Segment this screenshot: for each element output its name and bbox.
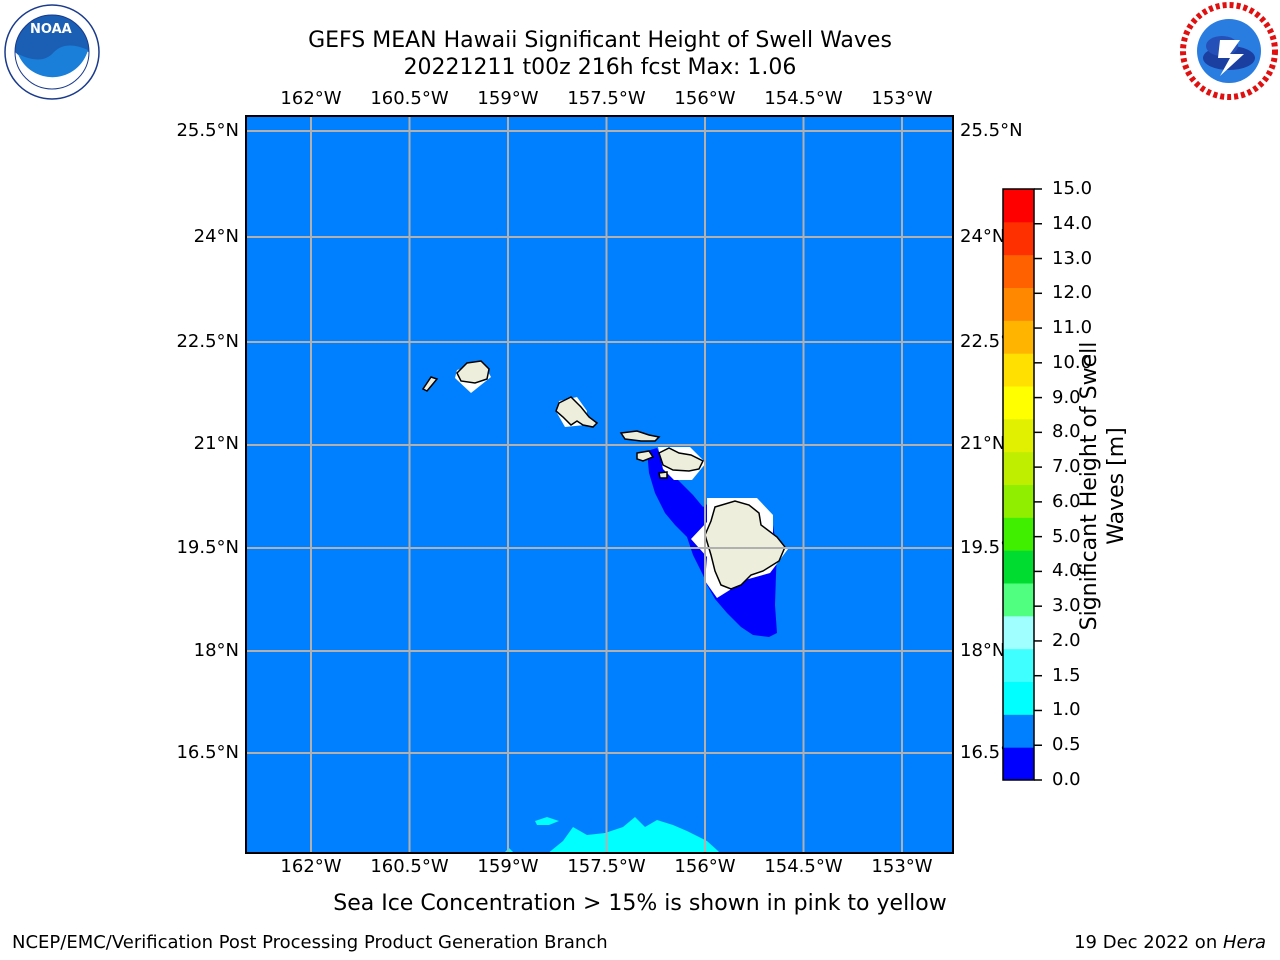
colorbar-title-line: Waves [m] <box>1104 427 1129 545</box>
lon-tick-top: 156°W <box>674 88 736 109</box>
lat-tick-left: 24°N <box>193 226 239 247</box>
colorbar-segment <box>1003 550 1034 584</box>
island <box>619 430 661 442</box>
colorbar-tick-label: 6.0 <box>1052 490 1081 512</box>
map-subtitle: 20221211 t00z 216h fcst Max: 1.06 <box>403 55 797 80</box>
island <box>555 396 599 428</box>
lon-tick-top: 154.5°W <box>764 88 843 109</box>
colorbar-tick-label: 14.0 <box>1052 212 1093 234</box>
ocean-field <box>245 115 954 854</box>
footer-credit: NCEP/EMC/Verification Post Processing Pr… <box>12 932 608 953</box>
colorbar-tick-label: 10.0 <box>1052 351 1093 373</box>
island <box>658 447 705 472</box>
colorbar-tick-label: 5.0 <box>1052 525 1081 547</box>
colorbar-tick-label: 7.0 <box>1052 456 1081 478</box>
sea-ice-caption: Sea Ice Concentration > 15% is shown in … <box>333 891 947 916</box>
lat-tick-left: 18°N <box>193 640 239 661</box>
island <box>658 471 668 479</box>
graticule <box>245 115 954 854</box>
lat-tick-left: 22.5°N <box>176 331 239 352</box>
colorbar-segment <box>1003 583 1034 617</box>
lat-tick-right: 24°N <box>960 226 1006 247</box>
colorbar-segment <box>1003 386 1034 420</box>
colorbar-tick-label: 3.0 <box>1052 595 1081 617</box>
colorbar-segment <box>1003 254 1034 288</box>
high-swell-region <box>547 817 721 854</box>
nws-logo-icon <box>1180 2 1278 100</box>
island <box>421 376 439 392</box>
island <box>636 450 655 462</box>
lat-tick-left: 19.5°N <box>176 537 239 558</box>
colorbar-tick-label: 13.0 <box>1052 247 1093 269</box>
lon-tick-bottom: 159°W <box>477 856 539 877</box>
high-swell-region <box>535 817 559 825</box>
footer-date-text: 19 Dec 2022 on <box>1074 932 1223 953</box>
colorbar-segment <box>1003 681 1034 715</box>
lon-tick-top: 159°W <box>477 88 539 109</box>
colorbar-segment <box>1003 221 1034 256</box>
noaa-logo-icon <box>4 4 100 100</box>
lon-tick-top: 162°W <box>280 88 342 109</box>
colorbar-segment <box>1003 353 1034 387</box>
colorbar-tick-label: 15.0 <box>1052 178 1093 199</box>
colorbar-segment <box>1003 484 1034 518</box>
map-plot <box>245 115 954 854</box>
lon-tick-bottom: 154.5°W <box>764 856 843 877</box>
footer-date: 19 Dec 2022 on Hera <box>1074 932 1266 953</box>
colorbar-segment <box>1003 517 1034 551</box>
colorbar-segment <box>1003 615 1034 650</box>
colorbar-tick-label: 0.0 <box>1052 769 1081 790</box>
colorbar-tick-label: 12.0 <box>1052 282 1093 304</box>
lon-tick-top: 160.5°W <box>370 88 449 109</box>
colorbar-segment <box>1003 747 1034 781</box>
lat-tick-right: 18°N <box>960 640 1006 661</box>
island <box>704 500 786 590</box>
colorbar-segment <box>1003 320 1034 354</box>
colorbar-tick-label: 9.0 <box>1052 386 1081 408</box>
footer-host: Hera <box>1222 932 1266 953</box>
colorbar-segment <box>1003 287 1034 321</box>
colorbar-tick-label: 0.5 <box>1052 734 1081 756</box>
lon-tick-bottom: 160.5°W <box>370 856 449 877</box>
colorbar-segment <box>1003 418 1034 453</box>
lat-tick-right: 21°N <box>960 433 1006 454</box>
colorbar-tick-label: 11.0 <box>1052 317 1093 339</box>
lon-tick-bottom: 153°W <box>871 856 933 877</box>
lat-tick-left: 16.5°N <box>176 742 239 763</box>
colorbar-segment <box>1003 451 1034 485</box>
lon-tick-bottom: 162°W <box>280 856 342 877</box>
lon-tick-bottom: 156°W <box>674 856 736 877</box>
map-frame <box>245 115 954 854</box>
colorbar-tick-label: 4.0 <box>1052 560 1081 582</box>
colorbar-tick-label: 2.0 <box>1052 629 1081 651</box>
colorbar-tick-label: 1.0 <box>1052 699 1081 721</box>
lat-tick-left: 21°N <box>193 433 239 454</box>
colorbar <box>1002 188 1042 781</box>
colorbar-tick-label: 8.0 <box>1052 421 1081 443</box>
island <box>456 360 490 384</box>
lat-tick-right: 25.5°N <box>960 120 1023 141</box>
lon-tick-bottom: 157.5°W <box>567 856 646 877</box>
lon-tick-top: 157.5°W <box>567 88 646 109</box>
colorbar-title-line: Significant Height of Swell <box>1077 341 1102 631</box>
colorbar-segment <box>1003 714 1034 748</box>
map-title: GEFS MEAN Hawaii Significant Height of S… <box>308 28 892 53</box>
colorbar-segment <box>1003 189 1034 223</box>
colorbar-tick-label: 1.5 <box>1052 664 1081 686</box>
noaa-logo-text: NOAA <box>30 22 72 37</box>
colorbar-segment <box>1003 648 1034 682</box>
lon-tick-top: 153°W <box>871 88 933 109</box>
lat-tick-left: 25.5°N <box>176 120 239 141</box>
